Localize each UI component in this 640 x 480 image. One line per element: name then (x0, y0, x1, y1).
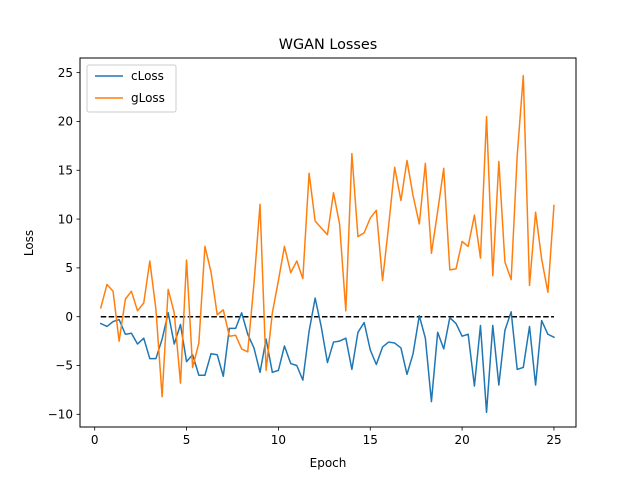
y-axis: −10 −5 0 5 10 15 20 25 (48, 66, 80, 422)
x-tick-label: 10 (271, 433, 286, 447)
y-tick-label: 5 (65, 261, 73, 275)
x-axis: 0 5 10 15 20 25 (91, 427, 562, 447)
y-tick-label: 15 (58, 163, 73, 177)
x-tick-label: 20 (454, 433, 469, 447)
series-line-gloss (99, 74, 555, 398)
y-tick-label: −10 (48, 408, 73, 422)
y-tick-label: 10 (58, 212, 73, 226)
y-axis-label: Loss (22, 230, 36, 256)
axes-frame (79, 57, 577, 428)
x-tick-label: 0 (91, 433, 99, 447)
y-tick-label: 0 (65, 310, 73, 324)
y-tick-label: −5 (55, 359, 73, 373)
x-axis-label: Epoch (310, 456, 347, 470)
y-tick-label: 25 (58, 66, 73, 80)
plot-area (80, 58, 576, 427)
legend-label-closs: cLoss (131, 69, 164, 83)
x-tick-label: 5 (183, 433, 191, 447)
y-tick-label: 20 (58, 115, 73, 129)
x-tick-label: 25 (546, 433, 561, 447)
legend-label-gloss: gLoss (131, 91, 165, 105)
chart-title: WGAN Losses (279, 37, 377, 53)
legend: cLoss gLoss (86, 64, 177, 113)
x-tick-label: 15 (363, 433, 378, 447)
